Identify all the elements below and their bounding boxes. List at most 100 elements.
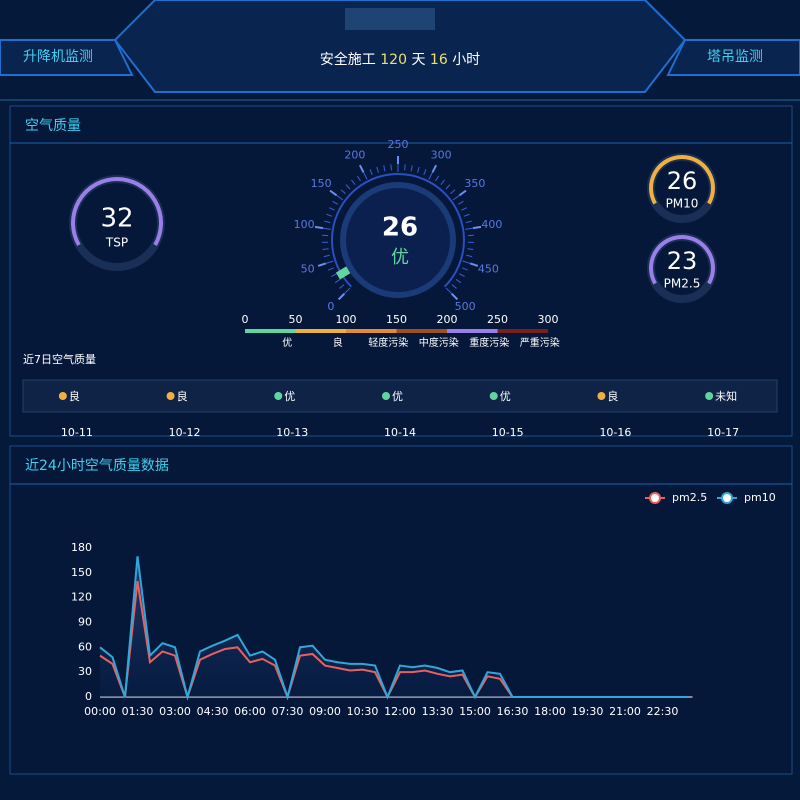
week-dot [489,392,498,400]
gauge-tick-label: 200 [344,148,365,161]
gauge-minor-tick [451,284,457,289]
gauge-minor-tick [336,194,344,201]
gauge-minor-tick [450,189,456,195]
gauge-tick [469,262,479,267]
gauge-tick [458,189,467,197]
gauge-tick-label: 450 [478,262,499,275]
week-date: 10-13 [276,426,308,439]
scale-level-label: 良 [333,336,343,349]
x-tick-label: 10:30 [347,705,379,718]
gauge-minor-tick [452,194,460,201]
gauge-minor-tick [351,179,356,185]
x-tick-label: 15:00 [459,705,491,718]
gauge-tick-label: 0 [327,300,334,313]
scale-tick-label: 300 [538,313,559,326]
gauge-minor-tick [465,227,474,230]
scale-tick-label: 250 [487,313,508,326]
week-level: 良 [69,389,80,403]
gauge-scale-arc [331,173,465,288]
scale-level-label: 严重污染 [520,336,560,349]
aqi-value: 26 [382,213,418,243]
gauge-minor-tick [467,248,474,251]
gauge-tick [431,164,438,173]
legend-marker [721,492,733,504]
gauge-arc [649,235,715,285]
gauge-minor-tick [390,164,392,171]
gauge-minor-tick [445,287,453,295]
week-dot [166,392,175,400]
week-dot [382,392,390,400]
week-date: 10-16 [599,426,631,439]
gauge-minor-tick [462,260,471,264]
scale-tick-label: 200 [437,313,458,326]
gauge-minor-tick [356,175,361,182]
legend-label[interactable]: pm2.5 [672,491,707,504]
week-date: 10-12 [169,426,201,439]
week-level: 优 [392,390,403,403]
x-tick-label: 16:30 [497,705,529,718]
legend-label[interactable]: pm10 [744,491,776,504]
gauge-minor-tick [326,213,333,217]
x-tick-label: 12:00 [384,705,416,718]
gauge-minor-tick [383,165,386,172]
week-dot [58,392,67,400]
y-tick-label: 30 [78,665,92,678]
gauge-tick [472,225,482,230]
week-dot [274,392,283,400]
gauge-minor-tick [325,260,334,264]
gauge-minor-tick [376,166,379,173]
left-tab-frame[interactable] [0,39,134,76]
gauge-label: PM10 [666,197,699,211]
safety-day-unit: 天 [411,52,425,68]
gauge-minor-tick [329,207,335,211]
week-dot [705,392,714,400]
gauge-tick-label: 100 [294,218,315,231]
gauge-pointer [335,266,351,280]
gauge-tick-label: 300 [431,148,452,161]
gauge-minor-tick [363,172,368,180]
gauge-inner [340,182,456,298]
gauge-minor-tick [332,200,339,205]
scale-segment [396,329,447,333]
x-tick-label: 00:00 [84,705,116,718]
gauge-tick [358,164,365,173]
x-tick-label: 06:00 [234,705,266,718]
legend-marker [649,492,661,504]
gauge-minor-tick [463,213,470,217]
week-box [22,379,778,413]
gauge-minor-tick [440,179,445,185]
scale-tick-label: 0 [242,313,249,326]
gauge-label: TSP [105,236,128,250]
left-tab[interactable]: 升降机监测 [23,49,93,65]
gauge-tick-label: 150 [311,177,332,190]
series-line [99,556,688,701]
x-tick-label: 01:30 [122,705,154,718]
gauge-tick [329,189,338,197]
aqi-level: 优 [391,247,409,268]
gauge-minor-tick [435,175,440,182]
safety-days: 安全施工 120 天 16 小时 [320,51,480,68]
week-dot [597,392,606,400]
week-date: 10-11 [61,426,93,439]
gauge-minor-tick [322,248,329,251]
gauge-tick-label: 400 [481,218,502,231]
gauge-tick [337,293,345,301]
scale-level-label: 重度污染 [469,336,509,349]
right-tab[interactable]: 塔吊监测 [707,49,763,65]
chart-content: 0 30 60 90 120 150 180 00:00 01:30 03:00 04:30 06:0… [71,491,776,718]
scale-level-label: 优 [282,336,292,349]
gauge-arc [71,177,163,246]
safety-days-value: 120 [380,52,407,68]
gauge-minor-tick [428,172,433,180]
gauge-tick-label: 250 [388,138,409,151]
gauge-minor-tick [369,169,373,176]
right-tab-frame[interactable] [666,39,800,76]
gauge-minor-tick [457,200,464,205]
gauge-tick [451,293,459,301]
gauge-minor-tick [465,220,472,224]
scale-level-label: 中度污染 [419,336,459,349]
x-tick-label: 04:30 [197,705,229,718]
gauge-minor-tick [417,166,420,173]
gauge-minor-tick [410,165,413,172]
gauge-arc [649,155,715,205]
